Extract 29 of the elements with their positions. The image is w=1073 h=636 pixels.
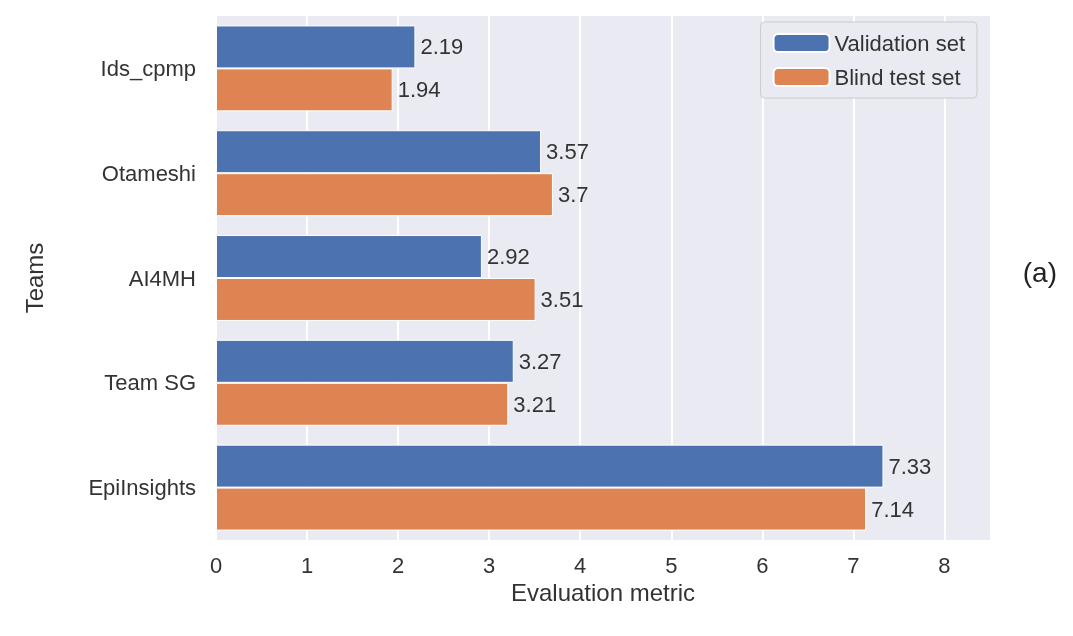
legend-label: Validation set [834,30,965,56]
data-label: 7.33 [888,453,932,479]
data-label: 3.51 [540,286,584,312]
data-label: 3.21 [513,391,557,417]
data-label: 3.57 [546,139,589,165]
data-label: 3.27 [518,348,562,374]
x-tick-label: 1 [300,552,314,578]
y-tick-label: Otameshi [101,160,196,186]
x-tick-label: 5 [665,552,678,578]
y-tick-label: AI4MH [128,265,196,291]
data-label: 2.92 [486,244,530,270]
y-tick-label: Team SG [104,370,196,396]
legend-label: Blind test set [834,64,961,90]
x-tick-label: 4 [574,552,587,578]
x-tick-label: 7 [847,552,860,578]
data-label: 1.94 [397,77,441,103]
x-tick-label: 3 [483,552,496,578]
y-tick-label: EpiInsights [88,475,196,501]
data-label: 2.19 [420,34,464,60]
text: (a) [1022,256,1058,288]
x-tick-label: 2 [391,552,405,578]
y-axis-title: Teams [20,242,48,314]
x-tick-label: 6 [756,552,769,578]
x-tick-label: 8 [938,552,951,578]
y-tick-label: Ids_cpmp [100,55,196,81]
data-label: 3.7 [557,182,589,208]
data-label: 7.14 [871,496,914,522]
x-axis-title: Evaluation metric [510,579,696,607]
x-tick-label: 0 [209,552,223,578]
